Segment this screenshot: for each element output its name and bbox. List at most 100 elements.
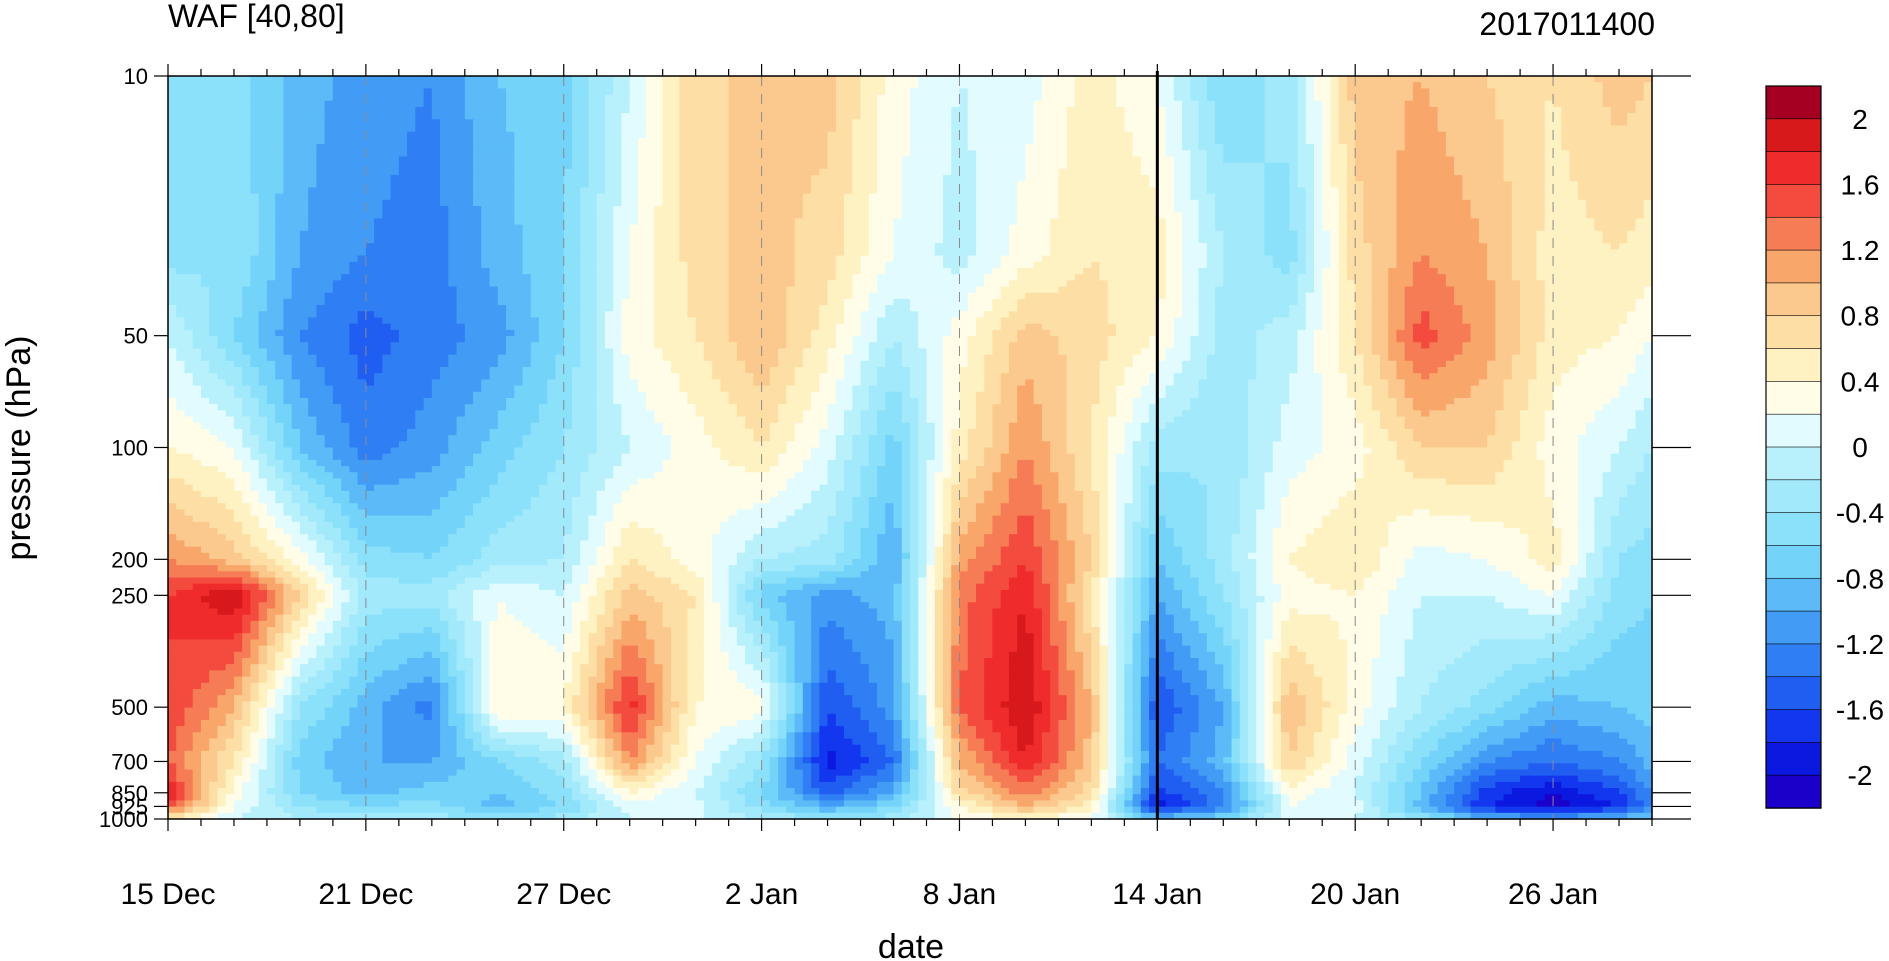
field-cell: [1586, 199, 1595, 207]
field-cell: [753, 230, 763, 238]
field-cell: [448, 193, 458, 201]
field-cell: [1297, 175, 1307, 182]
field-cell: [670, 137, 680, 145]
field-cell: [1330, 76, 1340, 83]
field-cell: [1363, 82, 1373, 89]
field-cell: [1116, 181, 1125, 189]
field-cell: [299, 131, 309, 139]
field-cell: [1610, 212, 1620, 220]
field-cell: [588, 131, 598, 139]
field-cell: [1553, 193, 1562, 201]
field-cell: [1445, 168, 1455, 176]
field-cell: [1462, 187, 1472, 195]
field-cell: [1363, 119, 1373, 127]
field-cell: [637, 76, 647, 83]
field-cell: [604, 212, 614, 220]
field-cell: [1404, 218, 1414, 226]
field-cell: [745, 236, 754, 244]
field-cell: [423, 175, 433, 182]
field-cell: [184, 236, 194, 244]
field-cell: [308, 236, 317, 244]
field-cell: [1198, 137, 1208, 145]
field-cell: [1256, 168, 1266, 176]
field-cell: [1355, 76, 1365, 83]
field-cell: [332, 88, 342, 96]
field-cell: [242, 206, 252, 213]
field-cell: [588, 100, 598, 108]
field-cell: [637, 156, 647, 164]
field-cell: [703, 243, 713, 250]
field-cell: [522, 125, 532, 133]
field-cell: [1577, 212, 1587, 220]
field-cell: [1594, 224, 1604, 232]
field-cell: [398, 131, 408, 139]
field-cell: [695, 199, 705, 207]
field-cell: [1520, 113, 1529, 120]
field-cell: [778, 82, 787, 89]
field-cell: [250, 94, 260, 102]
field-cell: [712, 206, 721, 213]
field-cell: [959, 230, 969, 238]
field-cell: [1610, 187, 1620, 195]
field-cell: [349, 137, 359, 145]
field-cell: [1008, 224, 1018, 232]
field-cell: [1248, 181, 1257, 189]
field-cell: [266, 224, 276, 232]
field-cell: [357, 76, 367, 83]
field-cell: [580, 162, 590, 170]
field-cell: [1107, 175, 1117, 182]
field-cell: [456, 168, 466, 176]
field-cell: [1544, 131, 1554, 139]
field-cell: [1338, 175, 1348, 182]
field-cell: [1429, 162, 1439, 170]
field-cell: [942, 144, 952, 151]
field-cell: [497, 181, 507, 189]
field-cell: [1429, 230, 1439, 238]
field-cell: [654, 106, 664, 114]
field-cell: [448, 199, 458, 207]
field-cell: [1157, 137, 1167, 145]
field-cell: [934, 82, 944, 89]
field-cell: [629, 236, 639, 244]
field-cell: [604, 230, 614, 238]
field-cell: [1091, 181, 1101, 189]
field-cell: [1157, 119, 1167, 127]
field-cell: [934, 144, 944, 151]
field-cell: [1445, 212, 1455, 220]
field-cell: [934, 137, 944, 145]
field-cell: [1116, 82, 1125, 89]
field-cell: [1594, 175, 1604, 182]
field-cell: [679, 137, 688, 145]
field-cell: [1412, 119, 1422, 127]
field-cell: [1132, 168, 1142, 176]
field-cell: [374, 199, 383, 207]
field-cell: [1074, 162, 1084, 170]
field-cell: [1495, 137, 1505, 145]
field-cell: [728, 119, 738, 127]
field-cell: [827, 230, 837, 238]
field-cell: [497, 218, 507, 226]
field-cell: [893, 100, 903, 108]
field-cell: [786, 100, 796, 108]
field-cell: [868, 106, 878, 114]
field-cell: [910, 187, 919, 195]
field-cell: [802, 156, 812, 164]
field-cell: [563, 156, 573, 164]
field-cell: [745, 193, 754, 201]
field-cell: [654, 119, 664, 127]
field-cell: [192, 212, 202, 220]
field-cell: [341, 125, 350, 133]
field-cell: [844, 76, 853, 83]
field-cell: [233, 181, 243, 189]
field-cell: [1116, 88, 1125, 96]
field-cell: [415, 187, 425, 195]
field-cell: [341, 199, 350, 207]
field-cell: [637, 218, 647, 226]
field-cell: [168, 131, 177, 139]
field-cell: [1231, 230, 1241, 238]
field-cell: [1355, 82, 1365, 89]
field-cell: [563, 100, 573, 108]
field-cell: [324, 106, 334, 114]
field-cell: [769, 94, 779, 102]
field-cell: [580, 94, 590, 102]
